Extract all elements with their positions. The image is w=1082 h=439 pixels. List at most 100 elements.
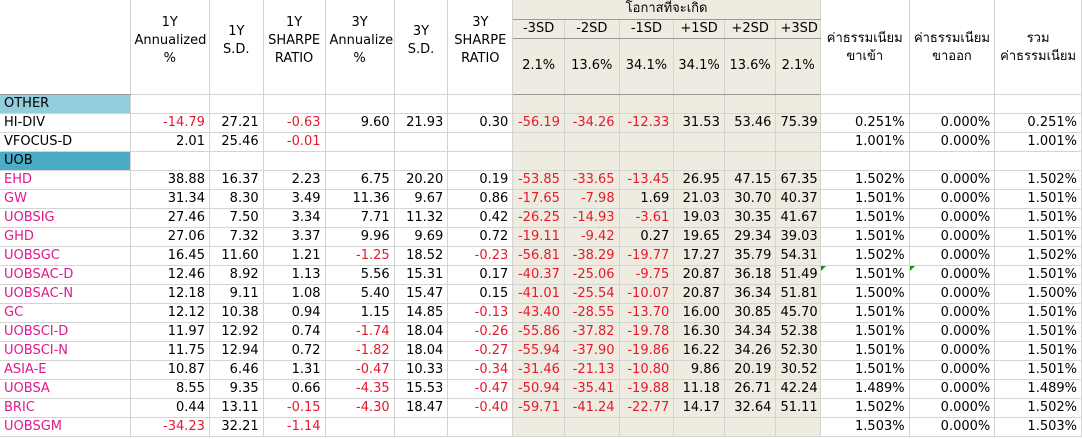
header-probability[interactable]: โอกาสที่จะเกิด [512,0,821,20]
value-cell[interactable]: 0.000% [909,189,996,209]
value-cell[interactable]: 1.69 [619,189,675,209]
cell[interactable] [820,94,910,114]
value-cell[interactable]: -3.61 [619,208,675,228]
value-cell[interactable]: 18.47 [394,398,449,418]
cell[interactable] [263,151,326,171]
value-cell[interactable]: -1.82 [325,341,395,361]
cell[interactable] [130,151,210,171]
value-cell[interactable]: -1.74 [325,322,395,342]
value-cell[interactable]: -53.85 [512,170,565,190]
value-cell[interactable]: 1.502% [820,246,910,266]
header-sd-label[interactable]: -1SD [619,19,675,39]
value-cell[interactable]: 5.40 [325,284,395,304]
value-cell[interactable]: -14.79 [130,113,210,133]
value-cell[interactable]: -0.63 [263,113,326,133]
value-cell[interactable]: 6.46 [209,360,264,380]
value-cell[interactable]: -25.06 [564,265,620,285]
value-cell[interactable]: 15.47 [394,284,449,304]
cell[interactable] [209,151,264,171]
value-cell[interactable]: 38.88 [130,170,210,190]
value-cell[interactable]: 11.60 [209,246,264,266]
value-cell[interactable]: -14.93 [564,208,620,228]
value-cell[interactable]: -0.40 [447,398,514,418]
value-cell[interactable]: -41.01 [512,284,565,304]
header-sd-label[interactable]: -2SD [564,19,620,39]
value-cell[interactable]: -25.54 [564,284,620,304]
value-cell[interactable]: 26.95 [673,170,725,190]
value-cell[interactable]: 1.08 [263,284,326,304]
cell[interactable] [512,151,565,171]
header-sd-probability[interactable]: 13.6% [564,38,620,95]
fund-name-cell[interactable]: EHD [0,170,131,190]
value-cell[interactable]: -21.13 [564,360,620,380]
header-sd-label[interactable]: +3SD [775,19,821,39]
header-fee-out[interactable]: ค่าธรรมเนียม ขาออก [909,0,996,95]
value-cell[interactable]: 2.01 [130,132,210,152]
value-cell[interactable]: -0.01 [263,132,326,152]
value-cell[interactable]: 1.503% [994,417,1082,437]
value-cell[interactable] [775,132,821,152]
value-cell[interactable]: -55.86 [512,322,565,342]
value-cell[interactable] [564,417,620,437]
fund-name-cell[interactable]: UOBSIG [0,208,131,228]
value-cell[interactable]: 0.44 [130,398,210,418]
value-cell[interactable]: 11.75 [130,341,210,361]
value-cell[interactable]: 0.86 [447,189,514,209]
cell[interactable] [673,94,725,114]
value-cell[interactable] [447,417,514,437]
cell[interactable] [209,94,264,114]
value-cell[interactable]: 29.34 [724,227,777,247]
value-cell[interactable]: -37.82 [564,322,620,342]
value-cell[interactable]: 11.36 [325,189,395,209]
value-cell[interactable]: 51.81 [775,284,821,304]
value-cell[interactable]: 1.21 [263,246,326,266]
value-cell[interactable]: -9.42 [564,227,620,247]
value-cell[interactable]: 1.501% [994,322,1082,342]
value-cell[interactable]: 18.04 [394,322,449,342]
value-cell[interactable]: -13.70 [619,303,675,323]
value-cell[interactable]: 10.38 [209,303,264,323]
value-cell[interactable]: 7.32 [209,227,264,247]
fund-name-cell[interactable]: UOBSA [0,379,131,399]
cell[interactable] [724,151,777,171]
value-cell[interactable] [447,132,514,152]
cell[interactable] [564,151,620,171]
value-cell[interactable]: 0.000% [909,322,996,342]
value-cell[interactable]: 0.000% [909,303,996,323]
value-cell[interactable]: 1.500% [994,284,1082,304]
value-cell[interactable]: 0.30 [447,113,514,133]
value-cell[interactable]: -0.23 [447,246,514,266]
value-cell[interactable]: 1.001% [994,132,1082,152]
value-cell[interactable]: 1.500% [820,284,910,304]
value-cell[interactable]: 0.74 [263,322,326,342]
value-cell[interactable]: 0.000% [909,341,996,361]
value-cell[interactable]: 18.04 [394,341,449,361]
value-cell[interactable]: 32.21 [209,417,264,437]
value-cell[interactable]: 17.27 [673,246,725,266]
value-cell[interactable]: 9.60 [325,113,395,133]
cell[interactable] [820,151,910,171]
value-cell[interactable]: 34.34 [724,322,777,342]
value-cell[interactable]: -37.90 [564,341,620,361]
cell[interactable] [263,94,326,114]
value-cell[interactable]: 1.489% [820,379,910,399]
value-cell[interactable]: 8.92 [209,265,264,285]
header-fee-in[interactable]: ค่าธรรมเนียม ขาเข้า [820,0,910,95]
header-3y-annualized[interactable]: 3YAnnualized% [325,0,395,95]
value-cell[interactable] [512,132,565,152]
value-cell[interactable]: 12.92 [209,322,264,342]
value-cell[interactable]: 1.501% [820,360,910,380]
cell[interactable] [909,151,996,171]
value-cell[interactable] [512,417,565,437]
value-cell[interactable]: 0.000% [909,132,996,152]
cell[interactable] [130,94,210,114]
value-cell[interactable]: 0.000% [909,379,996,399]
header-1y-sharpe[interactable]: 1Y SHARPE RATIO [263,0,326,95]
value-cell[interactable]: 1.501% [820,303,910,323]
fund-name-cell[interactable]: UOBSGM [0,417,131,437]
value-cell[interactable]: 0.94 [263,303,326,323]
value-cell[interactable]: 0.000% [909,360,996,380]
value-cell[interactable]: 20.87 [673,265,725,285]
value-cell[interactable] [775,417,821,437]
value-cell[interactable]: 3.37 [263,227,326,247]
